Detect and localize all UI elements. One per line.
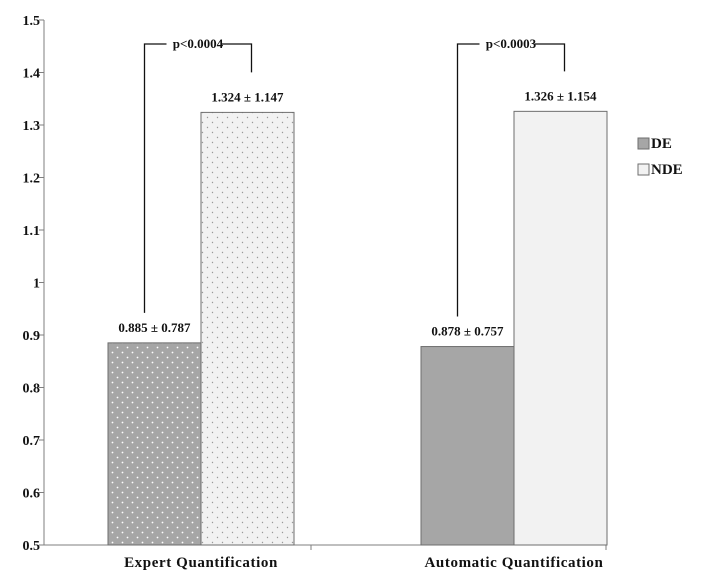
data-label: 1.326 ± 1.154: [524, 88, 597, 103]
x-category-label: Automatic Quantification: [425, 555, 604, 571]
bars: [107, 110, 608, 546]
y-tick-label: 1: [33, 277, 40, 292]
y-tick-label: 0.7: [23, 434, 41, 449]
significance-bracket: [456, 43, 566, 317]
data-labels: 0.885 ± 0.787 1.324 ± 1.147 0.878 ± 0.757 1…: [118, 88, 597, 338]
p-value-label: p<0.0004: [173, 36, 224, 51]
y-tick-label: 0.9: [23, 329, 41, 344]
significance-bracket: [143, 43, 253, 313]
bar-nde-expert: [200, 111, 295, 546]
y-tick-label: 1.1: [23, 224, 41, 239]
bar-nde-automatic: [513, 110, 608, 546]
x-category-label: Expert Quantification: [124, 555, 278, 571]
legend: DE NDE: [637, 136, 683, 178]
significance-brackets: p<0.0004 p<0.0003: [143, 36, 566, 317]
y-tick-label: 0.5: [23, 539, 41, 554]
bar-de-automatic: [420, 346, 515, 546]
legend-swatch-de: [637, 137, 650, 150]
y-tick-label: 1.5: [23, 14, 41, 29]
y-tick-label: 1.2: [23, 172, 41, 187]
bar-de-expert: [107, 342, 202, 546]
data-label: 0.878 ± 0.757: [431, 324, 504, 339]
y-tick-label: 1.4: [23, 67, 41, 82]
p-value-label: p<0.0003: [486, 36, 537, 51]
legend-label-de: DE: [651, 136, 672, 152]
data-label: 0.885 ± 0.787: [118, 320, 191, 335]
legend-label-nde: NDE: [651, 162, 683, 178]
y-tick-label: 0.8: [23, 382, 41, 397]
y-tick-label: 1.3: [23, 119, 41, 134]
axes: 0.5 0.6 0.7 0.8 0.9 1 1.1 1.2 1.3 1.4 1.5 Expert Qu…: [23, 14, 607, 571]
y-tick-label: 0.6: [23, 487, 41, 502]
legend-swatch-nde: [637, 163, 650, 176]
data-label: 1.324 ± 1.147: [211, 89, 284, 104]
